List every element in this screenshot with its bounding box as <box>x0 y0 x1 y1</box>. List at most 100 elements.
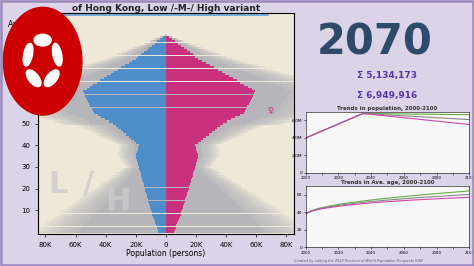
Bar <box>143 181 166 183</box>
Bar <box>89 194 166 196</box>
Bar <box>166 79 271 81</box>
Bar <box>122 51 166 53</box>
Bar <box>166 164 210 166</box>
Bar <box>166 43 190 45</box>
Bar <box>166 118 291 120</box>
Bar <box>123 58 166 60</box>
Bar <box>98 194 166 196</box>
Bar <box>91 201 166 203</box>
Bar <box>166 49 202 51</box>
Bar <box>166 188 233 190</box>
Bar <box>166 216 180 218</box>
Bar <box>166 185 220 188</box>
Bar <box>166 205 269 207</box>
Bar <box>166 188 223 190</box>
Bar <box>166 155 211 157</box>
Bar <box>100 62 166 64</box>
Bar <box>45 84 166 86</box>
Bar <box>166 201 185 203</box>
Bar <box>101 183 166 185</box>
Bar <box>166 172 212 174</box>
Bar <box>166 138 222 140</box>
Bar <box>71 207 166 209</box>
Bar <box>166 125 259 127</box>
Bar <box>166 149 210 151</box>
Bar <box>160 36 166 38</box>
Bar <box>65 211 166 214</box>
Bar <box>166 103 310 105</box>
Bar <box>166 79 283 81</box>
Bar <box>57 114 166 116</box>
Bar <box>166 229 269 231</box>
Bar <box>166 218 273 220</box>
Bar <box>53 229 166 231</box>
Bar <box>166 62 246 64</box>
Bar <box>166 222 177 224</box>
Bar <box>166 99 335 101</box>
Bar <box>95 207 166 209</box>
Bar <box>89 69 166 71</box>
Bar <box>166 218 278 220</box>
Bar <box>166 75 260 77</box>
Bar <box>93 198 166 201</box>
Bar <box>79 198 166 201</box>
Bar <box>61 222 166 224</box>
Bar <box>166 58 230 60</box>
Bar <box>166 101 319 103</box>
Bar <box>17 107 166 110</box>
Bar <box>86 216 166 218</box>
Bar <box>60 73 166 75</box>
Bar <box>158 38 166 40</box>
Bar <box>114 181 166 183</box>
Bar <box>68 220 166 222</box>
Bar <box>100 127 166 129</box>
Bar <box>73 123 166 125</box>
Bar <box>166 73 269 75</box>
Bar <box>166 220 281 222</box>
Bar <box>7 97 166 99</box>
Bar <box>46 79 166 81</box>
Bar <box>166 112 282 114</box>
Bar <box>38 103 166 105</box>
Bar <box>128 144 166 146</box>
Bar <box>166 222 284 224</box>
Bar <box>62 77 166 79</box>
Bar <box>166 86 308 88</box>
Bar <box>166 216 255 218</box>
Bar <box>117 179 166 181</box>
Bar <box>124 51 166 53</box>
Bar <box>20 88 166 90</box>
Bar <box>166 92 304 94</box>
Bar <box>166 36 173 38</box>
Bar <box>128 161 166 164</box>
Bar <box>166 90 344 92</box>
Bar <box>109 196 166 198</box>
Bar <box>166 58 217 60</box>
Bar <box>166 203 184 205</box>
Bar <box>166 159 200 161</box>
Bar <box>46 88 166 90</box>
Bar <box>166 181 230 183</box>
Bar <box>166 71 222 73</box>
Bar <box>88 71 166 73</box>
Bar <box>123 161 166 164</box>
Bar <box>49 110 166 112</box>
Bar <box>166 140 226 142</box>
Bar <box>166 140 218 142</box>
Bar <box>27 88 166 90</box>
Bar <box>120 174 166 177</box>
Text: H: H <box>106 187 131 216</box>
Bar <box>166 216 270 218</box>
Bar <box>166 224 259 226</box>
Bar <box>166 112 244 114</box>
Bar <box>67 79 166 81</box>
Bar <box>166 123 274 125</box>
Bar <box>166 174 192 177</box>
Bar <box>166 190 222 192</box>
Bar <box>85 205 166 207</box>
Bar <box>45 86 166 88</box>
Bar <box>166 112 288 114</box>
Bar <box>166 220 255 222</box>
Bar <box>166 73 284 75</box>
Bar <box>83 71 166 73</box>
